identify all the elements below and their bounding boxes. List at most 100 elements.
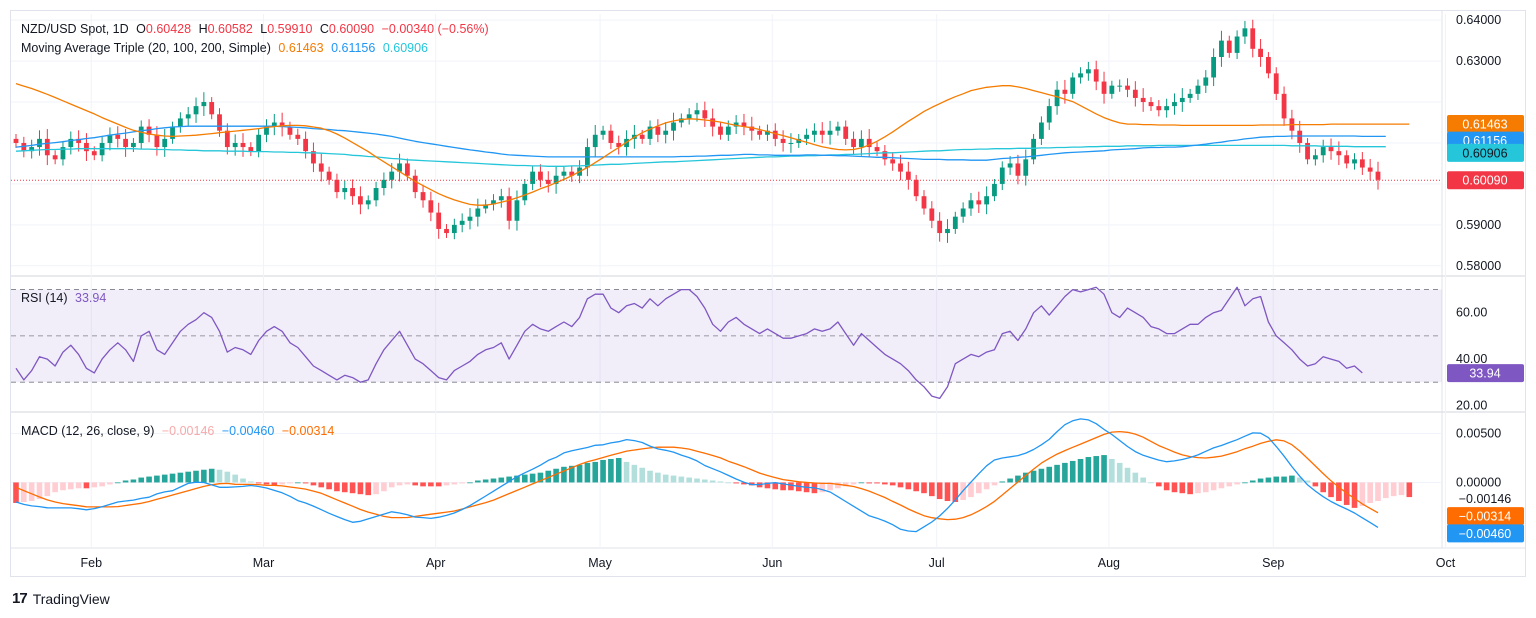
high-label: H xyxy=(198,22,208,36)
rsi-tick-label: 60.00 xyxy=(1456,306,1487,320)
rsi-legend-label[interactable]: RSI (14) xyxy=(21,291,68,305)
macd-histogram-bar xyxy=(850,482,857,485)
candle-down xyxy=(224,130,230,148)
macd-histogram-bar xyxy=(44,482,51,497)
candle-up xyxy=(812,130,817,135)
ohlc-legend: NZD/USD Spot, 1D O0.60428 H0.60582 L0.59… xyxy=(21,22,493,36)
macd-histogram-bar xyxy=(748,482,755,486)
candle-up xyxy=(60,147,66,160)
candle-down xyxy=(217,114,222,131)
macd-histogram-bar xyxy=(490,478,497,483)
candle-down xyxy=(1344,155,1350,164)
candle-up xyxy=(467,216,473,221)
candle-down xyxy=(913,179,919,197)
candle-up xyxy=(475,208,481,217)
candle-up xyxy=(522,183,528,201)
macd-histogram-bar xyxy=(772,482,779,490)
macd-histogram-bar xyxy=(1242,482,1248,484)
macd-histogram-bar xyxy=(107,482,113,485)
macd-histogram-bar xyxy=(302,482,309,484)
macd-histogram-bar xyxy=(177,472,184,483)
macd-histogram-bar xyxy=(889,482,896,486)
candle-down xyxy=(538,171,543,180)
candle-down xyxy=(279,122,285,127)
macd-histogram-bar xyxy=(655,472,661,483)
candle-down xyxy=(91,151,97,156)
candle-down xyxy=(1359,159,1365,168)
macd-histogram-bar xyxy=(639,467,646,483)
macd-histogram-bar xyxy=(201,469,207,483)
macd-histogram-bar xyxy=(561,466,567,483)
macd-signal-line xyxy=(15,430,1379,521)
footer-brand[interactable]: 17 TradingView xyxy=(12,590,110,607)
macd-line-value: −0.00460 xyxy=(221,424,275,438)
macd-histogram-bar xyxy=(553,468,559,483)
macd-histogram-bar xyxy=(1398,482,1405,496)
macd-histogram-bar xyxy=(568,465,575,483)
time-axis-label: Oct xyxy=(1436,556,1456,570)
ma200-value: 0.60906 xyxy=(382,41,429,55)
candle-down xyxy=(436,212,442,229)
ma-legend-label[interactable]: Moving Average Triple (20, 100, 200, Sim… xyxy=(21,41,271,55)
macd-histogram-bar xyxy=(1351,482,1358,508)
macd-histogram-bar xyxy=(279,482,285,485)
macd-histogram-bar xyxy=(662,474,669,483)
candle-down xyxy=(1015,163,1021,176)
macd-histogram-bar xyxy=(600,459,606,483)
candle-down xyxy=(1273,73,1279,94)
candle-down xyxy=(506,196,512,221)
macd-histogram-bar xyxy=(428,482,434,487)
macd-histogram-bar xyxy=(52,482,58,493)
candle-up xyxy=(389,171,395,180)
candle-up xyxy=(1109,85,1115,94)
macd-legend-label[interactable]: MACD (12, 26, close, 9) xyxy=(21,424,155,438)
candle-up xyxy=(256,134,262,152)
macd-histogram-bar xyxy=(702,479,708,483)
candle-up xyxy=(397,163,402,172)
macd-histogram-bar xyxy=(952,482,959,502)
macd-histogram-bar xyxy=(482,479,489,483)
macd-histogram-bar xyxy=(1312,482,1319,487)
candle-down xyxy=(718,126,723,135)
macd-histogram-bar xyxy=(208,468,215,483)
candle-down xyxy=(311,151,316,164)
candle-up xyxy=(1172,102,1177,107)
candle-down xyxy=(757,130,763,135)
candle-down xyxy=(248,147,254,152)
candle-up xyxy=(1242,28,1248,37)
macd-histogram-bar xyxy=(882,482,888,485)
candle-down xyxy=(295,134,301,139)
macd-histogram-bar xyxy=(615,458,622,483)
candle-up xyxy=(271,122,277,127)
candle-up xyxy=(1070,77,1076,94)
candle-up xyxy=(451,224,457,234)
candle-up xyxy=(835,126,841,131)
macd-hist-badge-bg xyxy=(1447,489,1524,508)
macd-histogram-bar xyxy=(1296,477,1303,483)
macd-line xyxy=(15,418,1379,533)
macd-histogram-bar xyxy=(161,474,168,483)
time-axis-label: Feb xyxy=(81,556,103,570)
macd-histogram-bar xyxy=(1359,482,1366,506)
macd-histogram-bar xyxy=(13,482,19,503)
candle-up xyxy=(264,126,269,135)
macd-histogram-bar xyxy=(318,482,325,488)
candle-down xyxy=(616,142,622,148)
candle-up xyxy=(647,126,653,139)
macd-histogram-bar xyxy=(365,482,372,496)
candle-down xyxy=(1375,171,1381,180)
macd-histogram-bar xyxy=(905,482,912,490)
candle-up xyxy=(1031,138,1036,160)
candle-down xyxy=(1266,56,1271,74)
candle-up xyxy=(177,118,183,127)
candle-down xyxy=(921,196,927,209)
candle-up xyxy=(1211,56,1217,78)
macd-histogram-bar xyxy=(921,482,927,494)
macd-histogram-bar xyxy=(741,482,747,485)
symbol-label[interactable]: NZD/USD Spot, 1D xyxy=(21,22,129,36)
macd-histogram-bar xyxy=(1054,464,1060,483)
macd-histogram-bar xyxy=(412,482,419,486)
candle-down xyxy=(1328,147,1334,152)
candle-down xyxy=(287,126,293,135)
